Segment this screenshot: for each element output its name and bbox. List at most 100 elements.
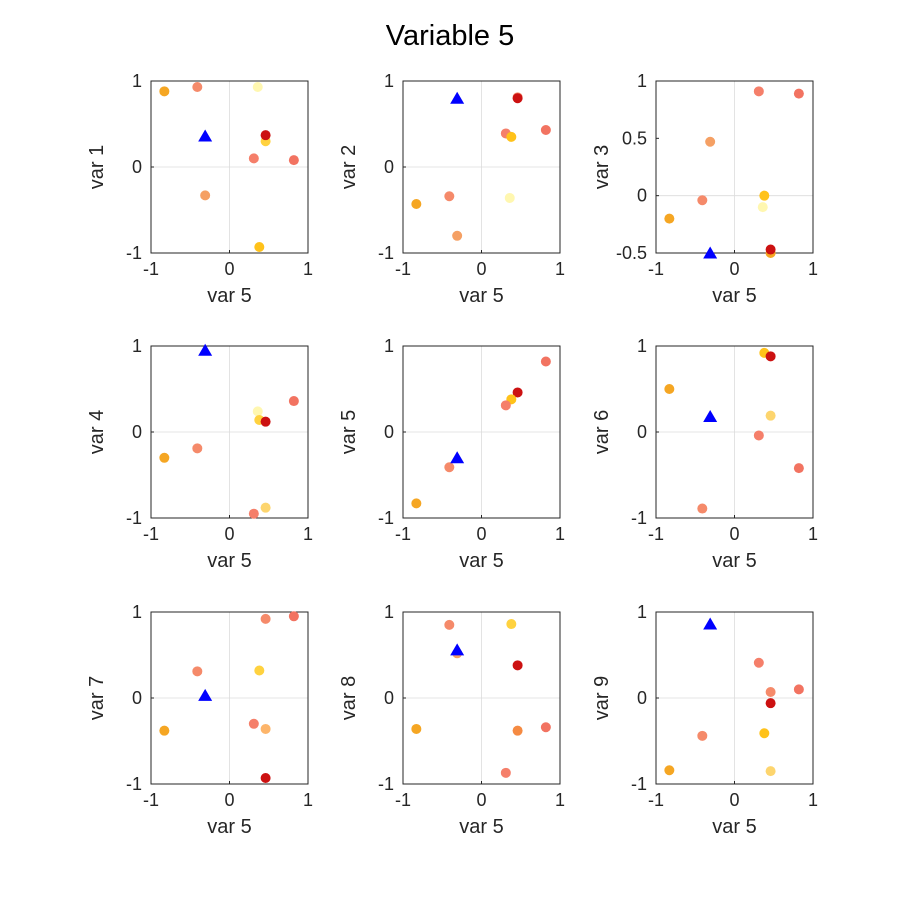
data-point xyxy=(254,241,265,252)
subplot-6: -1 0 1 -1 0 1 var 5 var 6 xyxy=(591,336,818,572)
data-point xyxy=(753,657,764,668)
y-tick-label: -1 xyxy=(378,508,394,528)
data-point xyxy=(765,698,776,709)
data-point xyxy=(411,723,422,734)
y-tick-label: 1 xyxy=(384,336,394,356)
y-tick-label: -1 xyxy=(126,508,142,528)
x-tick-label: -1 xyxy=(395,259,411,279)
x-tick-label: -1 xyxy=(648,524,664,544)
highlight-marker xyxy=(198,343,213,356)
data-point xyxy=(248,718,259,729)
x-axis-label: var 5 xyxy=(712,550,756,572)
data-point xyxy=(252,82,263,93)
x-tick-label: -1 xyxy=(395,790,411,810)
x-tick-label: 1 xyxy=(555,524,565,544)
y-axis-label: var 4 xyxy=(86,410,108,454)
x-tick-label: 0 xyxy=(729,259,739,279)
y-tick-label: 0 xyxy=(637,422,647,442)
y-tick-label: 0 xyxy=(637,688,647,708)
data-point xyxy=(793,88,804,99)
x-tick-label: 0 xyxy=(729,790,739,810)
highlight-marker xyxy=(450,643,465,656)
data-point xyxy=(512,387,523,398)
y-tick-label: 1 xyxy=(132,71,142,91)
data-point xyxy=(248,508,259,519)
y-tick-label: 1 xyxy=(637,602,647,622)
data-point xyxy=(793,684,804,695)
data-point xyxy=(697,503,708,514)
data-point xyxy=(260,130,271,141)
data-point xyxy=(500,400,511,411)
data-point xyxy=(260,502,271,513)
data-point xyxy=(248,153,259,164)
y-axis-label: var 8 xyxy=(338,676,360,720)
y-axis-label: var 5 xyxy=(338,410,360,454)
x-axis-label: var 5 xyxy=(207,285,251,307)
data-point xyxy=(512,660,523,671)
x-tick-label: 0 xyxy=(224,524,234,544)
x-tick-label: 1 xyxy=(555,259,565,279)
y-tick-label: 0 xyxy=(132,157,142,177)
x-tick-label: -1 xyxy=(143,259,159,279)
subplot-3: -1 0 1 -0.5 0 0.5 1 var 5 var 3 xyxy=(591,71,818,307)
y-axis-label: var 3 xyxy=(591,145,613,189)
x-tick-label: -1 xyxy=(395,524,411,544)
subplot-7: -1 0 1 -1 0 1 var 5 var 7 xyxy=(86,602,313,838)
highlight-marker xyxy=(450,451,465,464)
data-point xyxy=(260,613,271,624)
y-tick-label: 1 xyxy=(132,336,142,356)
data-point xyxy=(444,619,455,630)
y-tick-label: -1 xyxy=(378,774,394,794)
x-tick-label: 1 xyxy=(555,790,565,810)
data-point xyxy=(753,86,764,97)
data-point xyxy=(444,191,455,202)
data-point xyxy=(664,765,675,776)
x-tick-label: 1 xyxy=(303,259,313,279)
highlight-marker xyxy=(703,617,718,630)
data-point xyxy=(500,767,511,778)
x-tick-label: 1 xyxy=(808,259,818,279)
x-tick-label: -1 xyxy=(648,790,664,810)
subplot-2: -1 0 1 -1 0 1 var 5 var 2 xyxy=(338,71,565,307)
x-tick-label: 0 xyxy=(476,790,486,810)
data-point xyxy=(411,498,422,509)
data-point xyxy=(765,686,776,697)
y-tick-label: 1 xyxy=(384,71,394,91)
x-axis-label: var 5 xyxy=(459,816,503,838)
subplot-1: -1 0 1 -1 0 1 var 5 var 1 xyxy=(86,71,313,307)
data-point xyxy=(705,136,716,147)
data-point xyxy=(540,356,551,367)
data-point xyxy=(452,230,463,241)
data-point xyxy=(759,190,770,201)
data-point xyxy=(753,430,764,441)
x-axis-label: var 5 xyxy=(712,816,756,838)
data-point xyxy=(765,351,776,362)
x-tick-label: 0 xyxy=(476,259,486,279)
data-point xyxy=(200,190,211,201)
x-tick-label: -1 xyxy=(648,259,664,279)
data-point xyxy=(664,213,675,224)
highlight-marker xyxy=(198,688,213,701)
data-point xyxy=(192,666,203,677)
subplot-8: -1 0 1 -1 0 1 var 5 var 8 xyxy=(338,602,565,838)
x-tick-label: 0 xyxy=(224,259,234,279)
x-tick-label: 1 xyxy=(808,524,818,544)
data-point xyxy=(254,665,265,676)
data-point xyxy=(504,192,515,203)
figure-title: Variable 5 xyxy=(385,20,515,52)
data-point xyxy=(252,406,263,417)
x-axis-label: var 5 xyxy=(207,816,251,838)
x-axis-label: var 5 xyxy=(207,550,251,572)
highlight-marker xyxy=(450,91,465,104)
subplot-9: -1 0 1 -1 0 1 var 5 var 9 xyxy=(591,602,818,838)
data-point xyxy=(512,725,523,736)
data-point xyxy=(288,155,299,166)
data-point xyxy=(260,772,271,783)
data-point xyxy=(697,730,708,741)
subplot-5: -1 0 1 -1 0 1 var 5 var 5 xyxy=(338,336,565,572)
y-tick-label: 0 xyxy=(132,688,142,708)
data-point xyxy=(192,82,203,93)
y-tick-label: 0 xyxy=(384,688,394,708)
x-axis-label: var 5 xyxy=(712,285,756,307)
